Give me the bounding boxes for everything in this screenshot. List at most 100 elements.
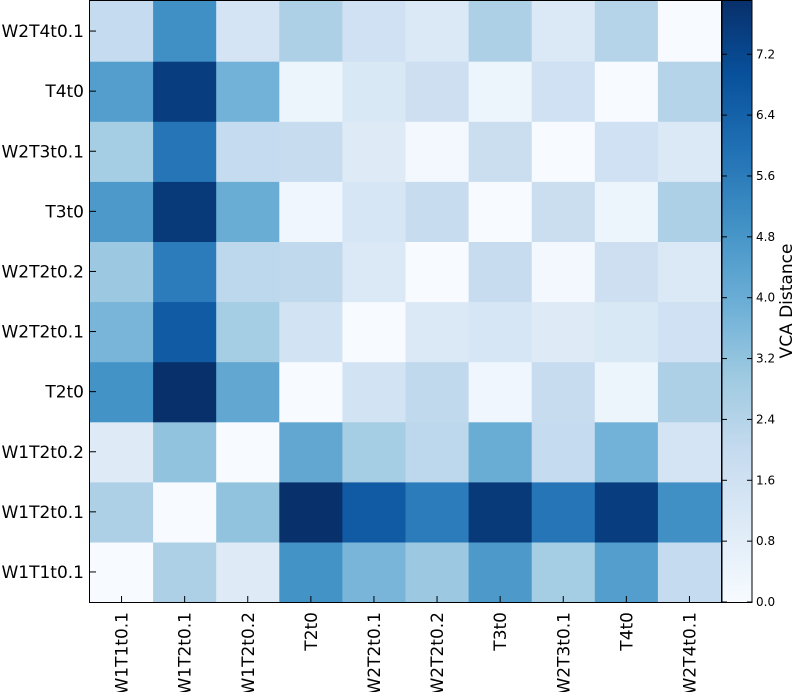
heatmap-cell xyxy=(279,301,343,363)
heatmap-cell xyxy=(657,121,722,182)
heatmap-cell xyxy=(153,241,217,303)
heatmap-cell xyxy=(279,421,343,483)
heatmap-cell xyxy=(468,241,533,303)
y-tick-label: W2T3t0.1 xyxy=(1,142,84,162)
heatmap-cell xyxy=(657,541,722,603)
heatmap-cell xyxy=(279,541,343,603)
heatmap-cell xyxy=(342,241,407,303)
colorbar-tick-label: 3.2 xyxy=(756,352,775,366)
heatmap-cell xyxy=(342,481,407,543)
heatmap-cell xyxy=(657,1,722,62)
heatmap-cell xyxy=(153,121,217,182)
heatmap-cell xyxy=(90,61,154,122)
heatmap-cell xyxy=(594,481,659,543)
heatmap-cell xyxy=(468,61,533,122)
heatmap-cell xyxy=(153,481,217,543)
heatmap-cell xyxy=(405,121,470,182)
x-tick-label: W2T2t0.1 xyxy=(365,612,385,692)
heatmap-cell xyxy=(342,61,407,122)
heatmap-cell xyxy=(342,421,407,483)
heatmap-cell xyxy=(594,121,659,182)
heatmap-cell xyxy=(216,61,280,122)
heatmap-cell xyxy=(405,481,470,543)
heatmap-cell xyxy=(216,121,280,182)
heatmap-cell xyxy=(279,241,343,303)
heatmap-cell xyxy=(657,61,722,122)
heatmap-cell xyxy=(594,361,659,423)
colorbar-tick-label: 4.0 xyxy=(756,291,775,305)
heatmap-cell xyxy=(405,241,470,303)
heatmap-cell xyxy=(531,481,596,543)
heatmap-cell xyxy=(531,1,596,62)
heatmap-cell xyxy=(153,61,217,122)
x-tick-label: T3t0 xyxy=(491,612,511,652)
colorbar-gradient xyxy=(721,0,753,603)
heatmap-cell xyxy=(279,61,343,122)
colorbar-tick-label: 6.4 xyxy=(756,108,775,122)
x-tick-label: W1T2t0.2 xyxy=(239,612,259,692)
heatmap-cell xyxy=(657,241,722,303)
heatmap-cell xyxy=(531,181,596,242)
heatmap-cell xyxy=(90,1,154,62)
heatmap-cell xyxy=(594,421,659,483)
y-tick-label: W1T2t0.1 xyxy=(1,503,84,523)
heatmap-cell xyxy=(405,541,470,603)
heatmap-cell xyxy=(468,541,533,603)
heatmap-cell xyxy=(216,301,280,363)
heatmap-cell xyxy=(90,121,154,182)
heatmap-cell xyxy=(405,361,470,423)
x-tick-label: W2T2t0.2 xyxy=(428,612,448,692)
heatmap-cell xyxy=(342,361,407,423)
colorbar: 0.0 0.8 1.6 2.4 3.2 4.0 4.8 5.6 6.4 7.2 VCA Dista… xyxy=(721,0,792,609)
x-axis-ticks: W1T1t0.1 W1T2t0.1 W1T2t0.2 T2t0 W2T2t0.1 W2T2… xyxy=(113,596,700,692)
heatmap-cell xyxy=(153,181,217,242)
heatmap-cell xyxy=(405,1,470,62)
heatmap-cell xyxy=(468,181,533,242)
colorbar-tick-label: 5.6 xyxy=(756,169,775,183)
colorbar-tick-label: 2.4 xyxy=(756,412,775,426)
heatmap-cell xyxy=(405,421,470,483)
heatmap-cell xyxy=(342,301,407,363)
heatmap-cell xyxy=(657,481,722,543)
heatmap-cell xyxy=(342,121,407,182)
heatmap-cell xyxy=(594,181,659,242)
heatmap-cell xyxy=(90,541,154,603)
heatmap-cell xyxy=(90,481,154,543)
heatmap-cell xyxy=(468,1,533,62)
y-tick-label: W1T1t0.1 xyxy=(1,563,84,583)
y-tick-label: W2T2t0.2 xyxy=(1,262,84,282)
heatmap-cell xyxy=(153,361,217,423)
heatmap-cell xyxy=(153,421,217,483)
x-tick-label: W2T4t0.1 xyxy=(680,612,700,692)
heatmap-cell xyxy=(90,241,154,303)
heatmap-cells xyxy=(90,1,722,603)
y-tick-label: W2T2t0.1 xyxy=(1,323,84,343)
heatmap-cell xyxy=(657,361,722,423)
colorbar-tick-label: 7.2 xyxy=(756,47,775,61)
y-tick-label: W2T4t0.1 xyxy=(1,22,84,42)
y-tick-label: T3t0 xyxy=(44,202,84,222)
y-tick-label: W1T2t0.2 xyxy=(1,443,84,463)
heatmap-cell xyxy=(531,361,596,423)
heatmap-cell xyxy=(405,181,470,242)
heatmap-cell xyxy=(279,181,343,242)
heatmap-cell xyxy=(153,1,217,62)
colorbar-ticks: 0.0 0.8 1.6 2.4 3.2 4.0 4.8 5.6 6.4 7.2 xyxy=(722,47,775,609)
heatmap-cell xyxy=(90,421,154,483)
heatmap-cell xyxy=(279,481,343,543)
x-tick-label: T2t0 xyxy=(302,612,322,652)
heatmap-cell xyxy=(468,121,533,182)
y-tick-label: T4t0 xyxy=(44,82,84,102)
heatmap-cell xyxy=(216,541,280,603)
heatmap-cell xyxy=(216,181,280,242)
heatmap-cell xyxy=(216,1,280,62)
heatmap-cell xyxy=(468,301,533,363)
heatmap-cell xyxy=(342,1,407,62)
heatmap-cell xyxy=(594,301,659,363)
y-tick-label: T2t0 xyxy=(44,383,84,403)
colorbar-label: VCA Distance xyxy=(777,244,792,359)
x-tick-label: W2T3t0.1 xyxy=(554,612,574,692)
heatmap-cell xyxy=(216,361,280,423)
x-tick-label: T4t0 xyxy=(617,612,637,652)
